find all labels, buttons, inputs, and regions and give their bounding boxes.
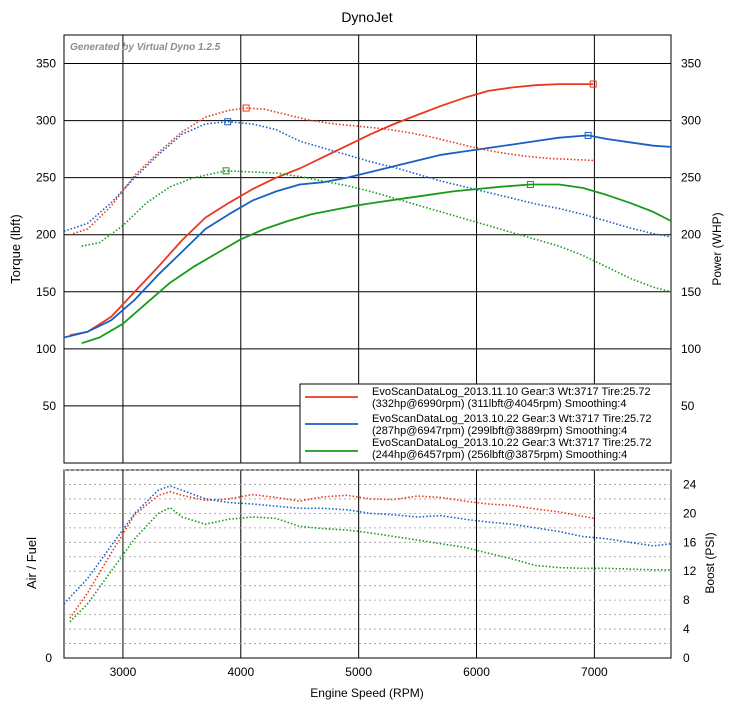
legend-box (299, 383, 672, 464)
top-right-tick-label: 300 (681, 114, 701, 128)
top-series-line (69, 107, 595, 236)
top-right-tick-label: 100 (681, 342, 701, 356)
bottom-right-axis-label: Boost (PSI) (703, 532, 717, 593)
top-left-tick-label: 350 (36, 57, 56, 71)
top-left-axis-label: Torque (lbft) (8, 214, 23, 283)
bottom-series-line (63, 485, 672, 605)
legend-entry-1-line2: (332hp@6990rpm) (311lbft@4045rpm) Smooth… (372, 398, 627, 410)
x-axis-label: Engine Speed (RPM) (310, 686, 423, 700)
top-left-tick-label: 150 (36, 285, 56, 299)
top-left-tick-label: 300 (36, 114, 56, 128)
top-left-tick-label: 100 (36, 342, 56, 356)
x-tick-label: 5000 (345, 665, 372, 679)
x-tick-label: 7000 (581, 665, 608, 679)
bottom-right-tick-label: 12 (683, 564, 697, 578)
top-peak-marker (589, 80, 597, 88)
top-right-tick-label: 150 (681, 285, 701, 299)
bottom-right-tick-label: 20 (683, 506, 697, 520)
bottom-series-group (63, 485, 672, 623)
x-tick-label: 4000 (227, 665, 254, 679)
bottom-panel-frame (63, 469, 672, 659)
x-tick-label: 3000 (110, 665, 137, 679)
chart-title: DynoJet (341, 9, 392, 25)
axis-ticks-group: 3000 4000 5000 6000 700050100150200250300350… (36, 57, 701, 679)
top-right-tick-label: 250 (681, 171, 701, 185)
top-right-tick-label: 50 (681, 399, 695, 413)
top-series-line (81, 183, 672, 345)
bottom-grid (64, 469, 671, 658)
legend: EvoScanDataLog_2013.11.10 Gear:3 Wt:3717… (299, 383, 672, 464)
bottom-series-line (69, 506, 671, 623)
legend-entry-3-line2: (244hp@6457rpm) (256lbft@3875rpm) Smooth… (372, 449, 627, 461)
legend-entry-1-line1: EvoScanDataLog_2013.11.10 Gear:3 Wt:3717… (372, 386, 651, 398)
top-peak-marker (224, 118, 232, 126)
top-right-tick-label: 350 (681, 57, 701, 71)
top-series-line (63, 120, 672, 238)
bottom-left-axis-label: Air / Fuel (24, 537, 39, 589)
bottom-right-tick-label: 24 (683, 477, 697, 491)
top-left-tick-label: 250 (36, 171, 56, 185)
legend-entry-2-line1: EvoScanDataLog_2013.10.22 Gear:3 Wt:3717… (372, 413, 651, 425)
top-series-line (63, 134, 672, 339)
x-tick-label: 6000 (463, 665, 490, 679)
top-peak-marker (242, 104, 250, 112)
legend-entry-3-line1: EvoScanDataLog_2013.10.22 Gear:3 Wt:3717… (372, 437, 651, 449)
bottom-right-tick-label: 16 (683, 535, 697, 549)
top-peak-marker (584, 131, 592, 139)
top-right-axis-label: Power (WHP) (710, 212, 724, 285)
top-left-tick-label: 200 (36, 228, 56, 242)
bottom-right-tick-label: 0 (683, 651, 690, 665)
top-peak-marker (222, 167, 230, 175)
bottom-series-line (69, 490, 595, 619)
top-peak-marker (526, 181, 534, 189)
top-right-tick-label: 200 (681, 228, 701, 242)
top-left-tick-label: 50 (43, 399, 57, 413)
top-series-line (81, 170, 672, 293)
watermark-text: Generated by Virtual Dyno 1.2.5 (70, 42, 221, 53)
top-series-group (63, 80, 672, 345)
top-series-line (69, 83, 594, 337)
bottom-left-tick-label: 0 (45, 651, 52, 665)
bottom-right-tick-label: 4 (683, 622, 690, 636)
bottom-right-tick-label: 8 (683, 593, 690, 607)
legend-entry-2-line2: (287hp@6947rpm) (299lbft@3889rpm) Smooth… (372, 425, 627, 437)
